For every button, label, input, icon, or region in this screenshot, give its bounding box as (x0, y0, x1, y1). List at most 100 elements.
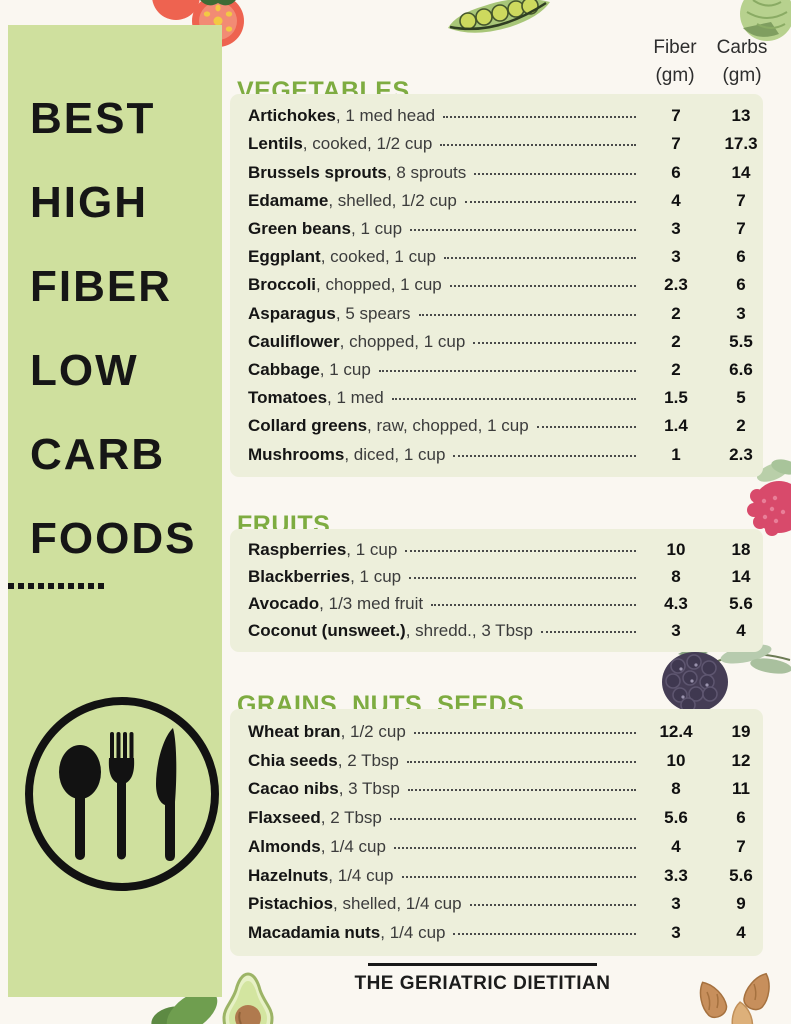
dotted-leader (449, 285, 636, 288)
food-name: Cauliflower (248, 331, 340, 351)
carbs-value: 4 (736, 621, 746, 640)
fiber-column-header: Fiber (gm) (653, 37, 697, 86)
title-line: HIGH (30, 178, 148, 227)
carbs-value: 5 (736, 388, 746, 408)
food-desc: , shredd., 3 Tbsp (405, 621, 533, 640)
food-name: Flaxseed (248, 808, 321, 828)
carbs-value: 7 (736, 836, 746, 856)
dotted-leader (474, 172, 636, 175)
fiber-value: 10 (666, 750, 686, 770)
food-label: Hazelnuts, 1/4 cup (248, 866, 394, 886)
table-row: Eggplant, cooked, 1 cup 3 6 (230, 247, 763, 267)
food-desc: , shelled, 1/2 cup (328, 190, 457, 210)
fiber-value: 2 (671, 360, 681, 380)
carbs-value: 19 (731, 721, 751, 741)
food-label: Coconut (unsweet.), shredd., 3 Tbsp (248, 621, 533, 641)
sidebar: BEST HIGH FIBER LOW CARB FOODS (8, 25, 222, 997)
fiber-value: 8 (671, 567, 681, 586)
fiber-value: 3 (671, 621, 681, 640)
footer: THE GERIATRIC DIETITIAN (327, 963, 638, 995)
food-name: Cacao nibs (248, 779, 339, 799)
food-desc: , 1/4 cup (320, 836, 386, 856)
dotted-leader (418, 313, 636, 316)
food-desc: , cooked, 1/2 cup (302, 134, 433, 154)
dotted-leader (464, 200, 636, 203)
dotted-leader (453, 933, 636, 936)
dotted-leader (378, 370, 636, 373)
food-label: Pistachios, shelled, 1/4 cup (248, 894, 462, 914)
table-row: Wheat bran, 1/2 cup 12.4 19 (230, 722, 763, 742)
food-desc: , chopped, 1 cup (316, 275, 442, 295)
food-label: Asparagus, 5 spears (248, 304, 411, 324)
dotted-leader (407, 789, 636, 792)
food-label: Eggplant, cooked, 1 cup (248, 247, 436, 267)
fiber-value: 4.3 (664, 594, 688, 613)
dotted-leader (431, 604, 636, 606)
food-label: Green beans, 1 cup (248, 219, 402, 239)
food-name: Wheat bran (248, 721, 341, 741)
dotted-leader (405, 550, 636, 552)
food-desc: , 1/4 cup (380, 923, 446, 943)
food-label: Collard greens, raw, chopped, 1 cup (248, 416, 529, 436)
food-desc: , 8 sprouts (386, 162, 467, 182)
fiber-value: 4 (671, 190, 681, 210)
table-row: Raspberries, 1 cup 10 18 (230, 540, 763, 560)
carbs-value: 2 (736, 416, 746, 436)
food-label: Artichokes, 1 med head (248, 106, 435, 126)
dotted-leader (473, 341, 636, 344)
food-desc: , 1 cup (351, 219, 403, 239)
fiber-value: 2 (671, 303, 681, 323)
dotted-leader (536, 426, 636, 429)
food-desc: , cooked, 1 cup (320, 247, 437, 267)
food-name: Broccoli (248, 275, 317, 295)
table-row: Green beans, 1 cup 3 7 (230, 219, 763, 239)
carbs-value: 7 (736, 219, 746, 239)
carbs-value: 17.3 (724, 134, 758, 154)
fiber-value: 3.3 (664, 865, 688, 885)
food-desc: , 2 Tbsp (320, 808, 382, 828)
food-desc: , diced, 1 cup (344, 444, 446, 464)
food-desc: , 1/4 cup (328, 865, 394, 885)
fiber-value: 4 (671, 836, 681, 856)
food-desc: , 1 med head (335, 106, 436, 126)
carbs-value: 2.3 (729, 444, 753, 464)
food-desc: , 1 cup (346, 540, 398, 559)
fruits-table: Raspberries, 1 cup 10 18 Blackberries, 1… (230, 529, 763, 652)
dotted-leader (410, 229, 636, 232)
food-name: Collard greens (248, 416, 368, 436)
food-name: Artichokes (248, 106, 336, 126)
dotted-leader (413, 731, 636, 734)
carbs-value: 6 (736, 275, 746, 295)
fiber-value: 12.4 (659, 721, 693, 741)
food-label: Mushrooms, diced, 1 cup (248, 445, 445, 465)
page-title: BEST HIGH FIBER LOW CARB FOODS (30, 77, 196, 581)
table-row: Flaxseed, 2 Tbsp 5.6 6 (230, 808, 763, 828)
pea-pod-icon (448, 0, 550, 33)
title-line: FIBER (30, 262, 172, 311)
table-row: Macadamia nuts, 1/4 cup 3 4 (230, 923, 763, 943)
fiber-value: 6 (671, 162, 681, 182)
food-label: Blackberries, 1 cup (248, 567, 401, 587)
food-name: Cabbage (248, 360, 320, 380)
food-desc: , 5 spears (335, 303, 411, 323)
food-label: Chia seeds, 2 Tbsp (248, 751, 399, 771)
food-name: Coconut (unsweet.) (248, 621, 406, 640)
dotted-leader (406, 760, 636, 763)
food-label: Avocado, 1/3 med fruit (248, 594, 423, 614)
fiber-value: 3 (671, 219, 681, 239)
carbs-value: 5.6 (729, 594, 753, 613)
food-name: Asparagus (248, 303, 336, 323)
plate-cutlery-icon (25, 697, 219, 891)
table-row: Broccoli, chopped, 1 cup 2.3 6 (230, 275, 763, 295)
food-label: Broccoli, chopped, 1 cup (248, 275, 442, 295)
food-name: Raspberries (248, 540, 347, 559)
food-desc: , shelled, 1/4 cup (333, 894, 462, 914)
carbs-value: 3 (736, 303, 746, 323)
carbs-value: 4 (736, 923, 746, 943)
table-row: Artichokes, 1 med head 7 13 (230, 106, 763, 126)
fiber-value: 3 (671, 894, 681, 914)
food-label: Tomatoes, 1 med (248, 388, 384, 408)
dotted-leader (409, 577, 636, 579)
title-line: CARB (30, 430, 166, 479)
food-name: Edamame (248, 190, 329, 210)
